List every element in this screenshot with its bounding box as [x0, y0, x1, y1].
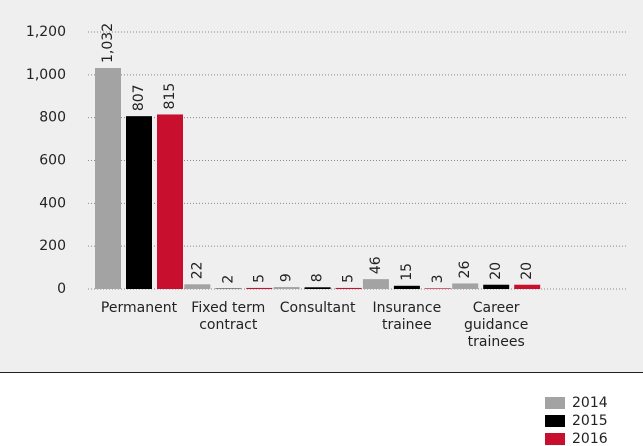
value-label: 815	[162, 83, 178, 110]
x-tick-label: Insurance trainee	[372, 300, 442, 333]
value-label: 20	[519, 262, 535, 280]
value-label: 5	[341, 274, 357, 283]
value-label: 807	[131, 84, 147, 111]
bar	[95, 67, 121, 289]
bar	[452, 283, 479, 289]
bar	[483, 284, 510, 289]
legend-swatch	[545, 415, 565, 427]
value-label: 20	[488, 262, 504, 280]
y-tick-label: 1,000	[26, 67, 66, 83]
bar	[362, 279, 389, 289]
bar	[304, 287, 331, 289]
bar	[184, 284, 211, 289]
value-label: 22	[189, 261, 205, 279]
bar	[126, 116, 152, 289]
value-label: 26	[457, 261, 473, 279]
bar	[335, 287, 362, 289]
legend-label: 2016	[572, 431, 608, 446]
value-label: 3	[430, 274, 446, 283]
value-label: 8	[310, 273, 326, 282]
value-label: 15	[399, 263, 415, 281]
x-tick-label: Career guidance trainees	[464, 300, 529, 350]
value-label: 9	[279, 273, 295, 282]
bar	[246, 287, 273, 289]
bar	[157, 114, 183, 290]
x-tick-label: Permanent	[100, 300, 178, 316]
x-tick-label: Fixed term contract	[191, 300, 266, 333]
legend-label: 2015	[572, 413, 608, 429]
bar	[393, 285, 420, 289]
x-tick-label: Consultant	[279, 300, 356, 316]
legend-label: 2014	[572, 395, 608, 411]
value-label: 5	[251, 274, 267, 283]
y-tick-label: 800	[39, 110, 66, 126]
bar	[514, 284, 541, 289]
y-tick-label: 400	[39, 195, 66, 211]
value-label: 2	[220, 275, 236, 284]
y-tick-label: 200	[39, 238, 66, 254]
legend-swatch	[545, 433, 565, 445]
y-tick-label: 600	[39, 153, 66, 169]
y-tick-label: 0	[57, 281, 66, 297]
value-label: 46	[368, 256, 384, 274]
value-label: 1,032	[100, 23, 116, 63]
y-tick-label: 1,200	[26, 24, 66, 40]
bar	[273, 287, 300, 289]
legend-swatch	[545, 397, 565, 409]
bar	[424, 288, 451, 289]
